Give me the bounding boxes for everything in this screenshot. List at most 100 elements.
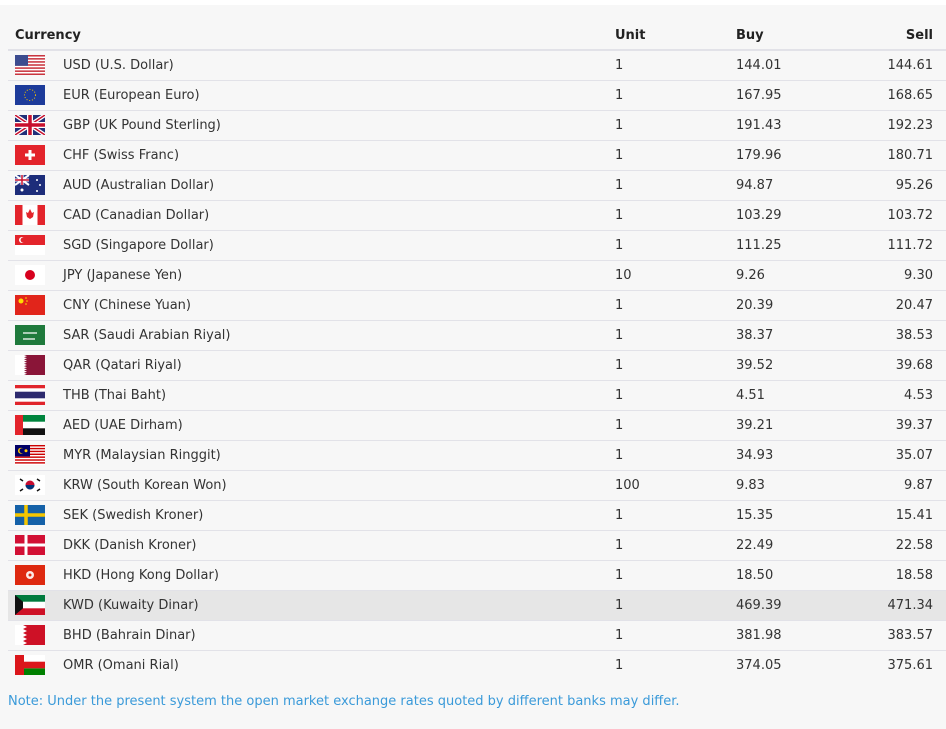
sell-rate: 35.07 <box>886 440 946 471</box>
currency-unit: 1 <box>615 140 736 171</box>
sell-rate: 4.53 <box>886 380 946 411</box>
disclaimer-note: Note: Under the present system the open … <box>8 694 680 709</box>
sell-rate: 471.34 <box>886 590 946 621</box>
currency-unit: 1 <box>615 110 736 141</box>
buy-rate: 144.01 <box>736 50 886 81</box>
sell-rate: 9.87 <box>886 470 946 501</box>
currency-name: MYR (Malaysian Ringgit) <box>63 440 615 471</box>
sell-rate: 375.61 <box>887 657 934 673</box>
sell-rate: 39.37 <box>886 410 946 441</box>
header-sell: Sell <box>886 20 946 51</box>
exchange-rate-table: Currency Unit Buy Sell USD (U.S. Dollar)… <box>8 20 946 680</box>
ch-flag-icon <box>15 145 45 165</box>
table-row: USD (U.S. Dollar) 1 144.01 144.61 <box>8 50 946 81</box>
currency-unit: 10 <box>615 260 736 291</box>
cn-flag-icon <box>15 295 45 315</box>
sell-rate: 22.58 <box>886 530 946 561</box>
table-row: EUR (European Euro) 1 167.95 168.65 <box>8 80 946 111</box>
currency-unit: 1 <box>615 500 736 531</box>
buy-rate: 381.98 <box>736 620 886 651</box>
dk-flag-icon <box>15 535 45 555</box>
sell-rate: 9.30 <box>886 260 946 291</box>
buy-rate: 111.25 <box>736 230 886 261</box>
sell-rate: 20.47 <box>886 290 946 321</box>
hk-flag-icon <box>15 565 45 585</box>
om-flag-icon <box>15 655 45 676</box>
table-row: KRW (South Korean Won) 100 9.83 9.87 <box>8 470 946 501</box>
sell-rate: 39.68 <box>886 350 946 381</box>
buy-rate: 94.87 <box>736 170 886 201</box>
table-row: AUD (Australian Dollar) 1 94.87 95.26 <box>8 170 946 201</box>
currency-unit: 1 <box>615 200 736 231</box>
table-row: GBP (UK Pound Sterling) 1 191.43 192.23 <box>8 110 946 141</box>
currency-unit: 1 <box>615 170 736 201</box>
currency-name: CNY (Chinese Yuan) <box>63 290 615 321</box>
currency-name: JPY (Japanese Yen) <box>63 260 615 291</box>
sell-rate: 103.72 <box>886 200 946 231</box>
currency-name: SGD (Singapore Dollar) <box>63 230 615 261</box>
buy-rate: 15.35 <box>736 500 886 531</box>
table-row: JPY (Japanese Yen) 10 9.26 9.30 <box>8 260 946 291</box>
sell-rate: 144.61 <box>886 50 946 81</box>
header-currency: Currency <box>8 20 615 51</box>
sg-flag-icon <box>15 235 45 255</box>
th-flag-icon <box>15 385 45 405</box>
table-row: DKK (Danish Kroner) 1 22.49 22.58 <box>8 530 946 561</box>
sell-rate: 383.57 <box>886 620 946 651</box>
buy-rate: 22.49 <box>736 530 886 561</box>
currency-unit: 1 <box>615 440 736 471</box>
ae-flag-icon <box>15 415 45 435</box>
us-flag-icon <box>15 55 45 76</box>
currency-unit: 100 <box>615 470 736 501</box>
eu-flag-icon <box>15 85 45 105</box>
currency-unit: 1 <box>615 410 736 441</box>
currency-name: CAD (Canadian Dollar) <box>63 200 615 231</box>
my-flag-icon <box>15 445 45 465</box>
kr-flag-icon <box>15 475 45 495</box>
table-row: AED (UAE Dirham) 1 39.21 39.37 <box>8 410 946 441</box>
au-flag-icon <box>15 175 45 195</box>
table-row: SEK (Swedish Kroner) 1 15.35 15.41 <box>8 500 946 531</box>
bh-flag-icon <box>15 625 45 645</box>
jp-flag-icon <box>15 265 45 285</box>
sell-rate: 168.65 <box>886 80 946 111</box>
qa-flag-icon <box>15 355 45 375</box>
sell-rate: 95.26 <box>886 170 946 201</box>
currency-name: SAR (Saudi Arabian Riyal) <box>63 320 615 351</box>
currency-unit: 1 <box>615 50 736 81</box>
buy-rate: 167.95 <box>736 80 886 111</box>
se-flag-icon <box>15 505 45 525</box>
sell-rate: 18.58 <box>886 560 946 591</box>
buy-rate: 39.21 <box>736 410 886 441</box>
buy-rate: 20.39 <box>736 290 886 321</box>
header-unit: Unit <box>615 20 736 51</box>
table-row: HKD (Hong Kong Dollar) 1 18.50 18.58 <box>8 560 946 591</box>
currency-name: EUR (European Euro) <box>63 80 615 111</box>
sell-rate: 180.71 <box>886 140 946 171</box>
kw-flag-icon <box>15 595 45 615</box>
currency-unit: 1 <box>615 80 736 111</box>
table-row: BHD (Bahrain Dinar) 1 381.98 383.57 <box>8 620 946 651</box>
table-row: KWD (Kuwaity Dinar) 1 469.39 471.34 <box>8 590 946 621</box>
table-row: QAR (Qatari Riyal) 1 39.52 39.68 <box>8 350 946 381</box>
table-row: OMR (Omani Rial) 1 374.05 375.61 <box>8 650 946 680</box>
table-row: MYR (Malaysian Ringgit) 1 34.93 35.07 <box>8 440 946 471</box>
buy-rate: 38.37 <box>736 320 886 351</box>
table-row: SGD (Singapore Dollar) 1 111.25 111.72 <box>8 230 946 261</box>
currency-unit: 1 <box>615 620 736 651</box>
buy-rate: 103.29 <box>736 200 886 231</box>
currency-unit: 1 <box>615 380 736 411</box>
table-header: Currency Unit Buy Sell <box>8 20 946 51</box>
currency-unit: 1 <box>615 530 736 561</box>
currency-name: AUD (Australian Dollar) <box>63 170 615 201</box>
currency-name: THB (Thai Baht) <box>63 380 615 411</box>
sell-rate: 111.72 <box>886 230 946 261</box>
sa-flag-icon <box>15 325 45 345</box>
currency-unit: 1 <box>615 230 736 261</box>
currency-unit: 1 <box>615 560 736 591</box>
currency-name: SEK (Swedish Kroner) <box>63 500 615 531</box>
buy-rate: 39.52 <box>736 350 886 381</box>
buy-rate: 4.51 <box>736 380 886 411</box>
table-row: CNY (Chinese Yuan) 1 20.39 20.47 <box>8 290 946 321</box>
currency-name: CHF (Swiss Franc) <box>63 140 615 171</box>
